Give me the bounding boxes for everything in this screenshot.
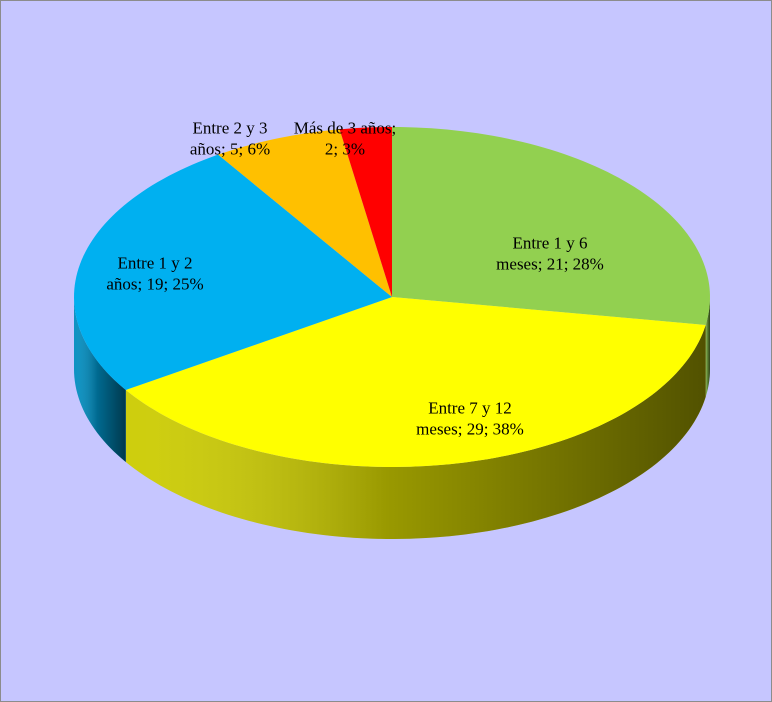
pie-side-shade: [125, 324, 706, 539]
pie-tops: [74, 127, 710, 467]
pie-slice: [392, 127, 710, 325]
pie-slice: [125, 297, 706, 467]
data-label: Entre 1 y 2: [117, 253, 192, 272]
data-labels: Entre 1 y 6 meses; 21; 28% Entre 7 y 12 mes…: [106, 118, 603, 438]
pie-slice: [74, 154, 392, 390]
pie-slice: [218, 129, 392, 297]
data-label: años; 19; 25%: [106, 274, 203, 293]
pie-sides: [74, 297, 710, 539]
data-label: meses; 29; 38%: [416, 419, 524, 438]
data-label: Entre 7 y 12: [428, 398, 512, 417]
data-label: Entre 1 y 6: [512, 233, 587, 252]
pie-side-shade: [74, 297, 126, 462]
data-label: Más de 3 años;: [294, 118, 396, 137]
pie-slice: [339, 127, 392, 297]
data-label: años; 5; 6%: [190, 139, 270, 158]
data-label: 2; 3%: [325, 139, 365, 158]
pie-side-shade: [705, 297, 710, 397]
data-label: meses; 21; 28%: [496, 254, 604, 273]
data-label: Entre 2 y 3: [192, 118, 267, 137]
